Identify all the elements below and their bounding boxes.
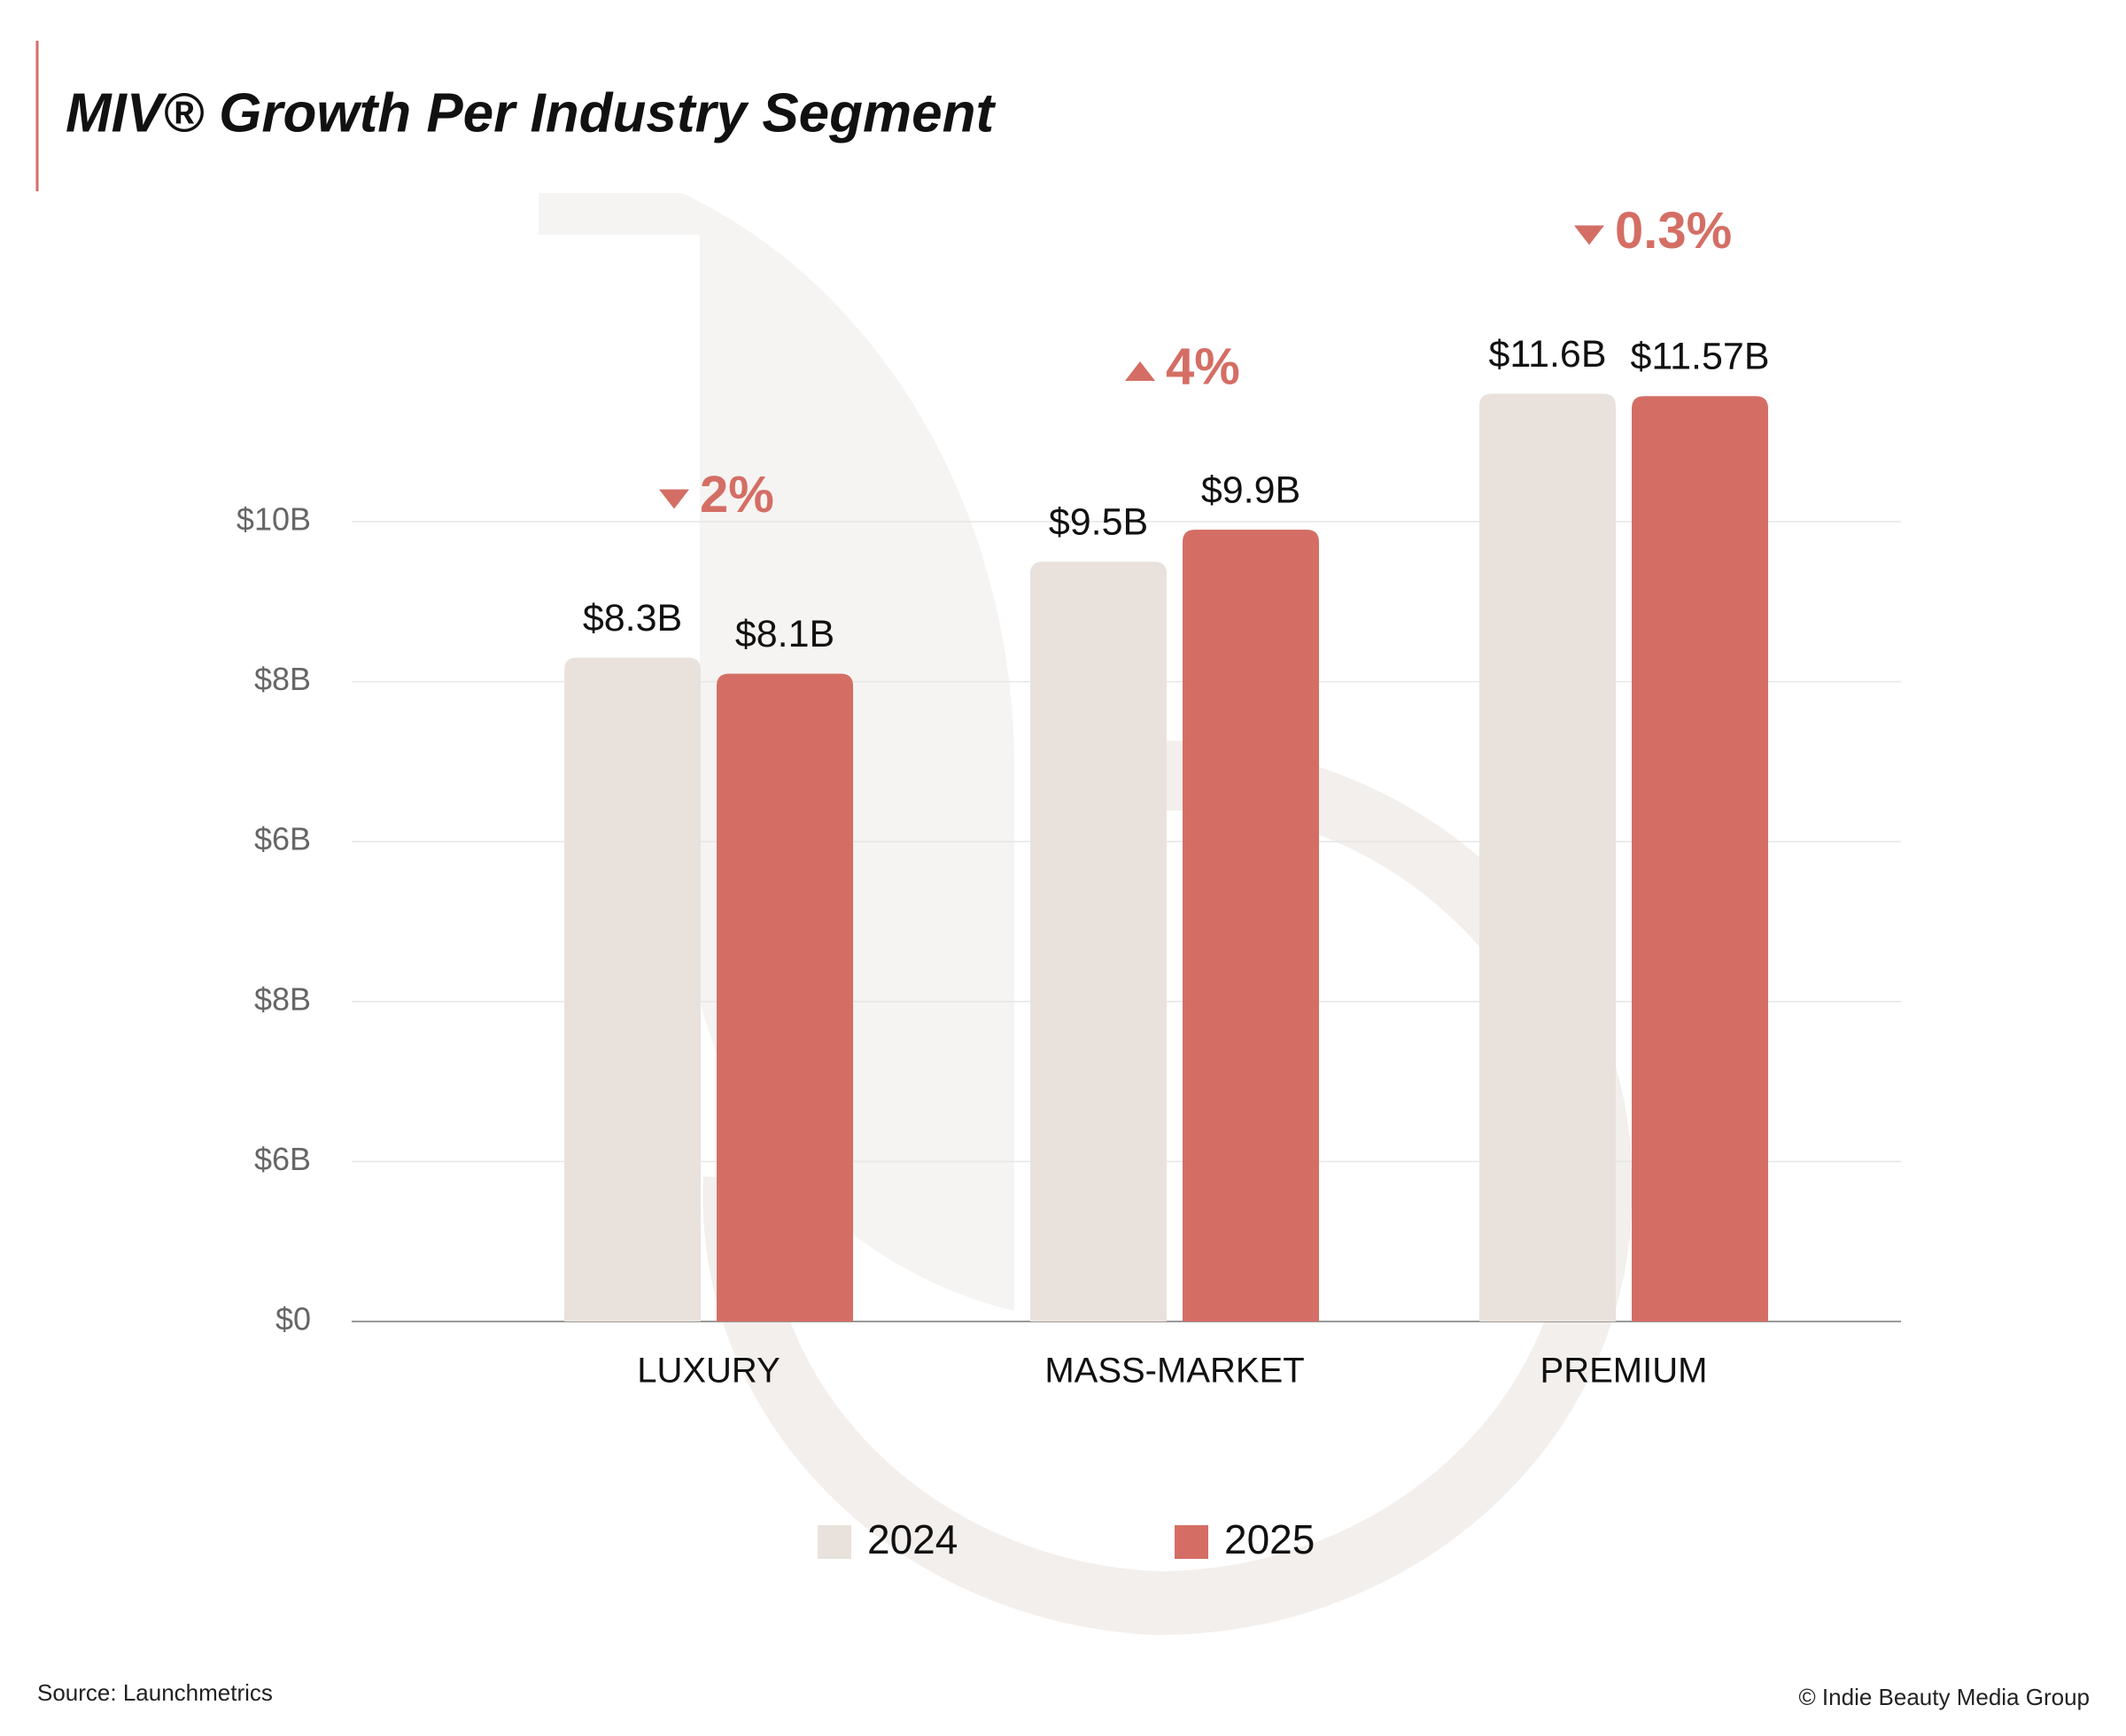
annotation-arrow xyxy=(1574,225,1604,245)
value-label: $8.3B xyxy=(583,597,682,639)
value-label: $11.6B xyxy=(1488,333,1606,376)
chart-title: MIV® Growth Per Industry Segment xyxy=(66,82,997,143)
bar xyxy=(564,657,701,1321)
annotation: 4% xyxy=(1166,337,1240,395)
annotation: 2% xyxy=(700,466,774,523)
legend-label: 2024 xyxy=(867,1516,958,1562)
bar xyxy=(1632,396,1768,1321)
y-tick-label: $0 xyxy=(275,1301,311,1337)
plot-area: $0 $6B $8B $6B $8B $10B LUXURY $8.3B $8.1B 2% MASS… xyxy=(237,202,1901,1562)
value-label: $8.1B xyxy=(735,613,834,655)
y-tick-label: $10B xyxy=(237,501,311,538)
y-tick-label: $6B xyxy=(254,1141,311,1177)
value-label: $9.9B xyxy=(1201,469,1300,511)
annotation-arrow xyxy=(1125,361,1155,382)
annotation-arrow xyxy=(659,489,689,509)
watermark-ring xyxy=(702,740,1633,1636)
x-tick-label: PREMIUM xyxy=(1540,1352,1708,1391)
legend-label: 2025 xyxy=(1224,1516,1315,1562)
value-label: $11.57B xyxy=(1630,336,1769,378)
x-tick-label: LUXURY xyxy=(637,1352,780,1391)
bar xyxy=(1183,530,1319,1321)
bar xyxy=(1479,393,1616,1321)
y-tick-label: $6B xyxy=(254,821,311,857)
y-tick-label: $8B xyxy=(254,980,311,1017)
bar xyxy=(717,673,853,1321)
x-tick-label: MASS-MARKET xyxy=(1044,1352,1304,1391)
bar xyxy=(1030,562,1167,1321)
value-label: $9.5B xyxy=(1049,501,1148,544)
legend-swatch xyxy=(818,1525,851,1559)
credit: © Indie Beauty Media Group xyxy=(1799,1684,2090,1710)
source: Source: Launchmetrics xyxy=(37,1679,273,1706)
annotation: 0.3% xyxy=(1615,202,1732,260)
legend-swatch xyxy=(1175,1525,1208,1559)
y-tick-label: $8B xyxy=(254,661,311,697)
